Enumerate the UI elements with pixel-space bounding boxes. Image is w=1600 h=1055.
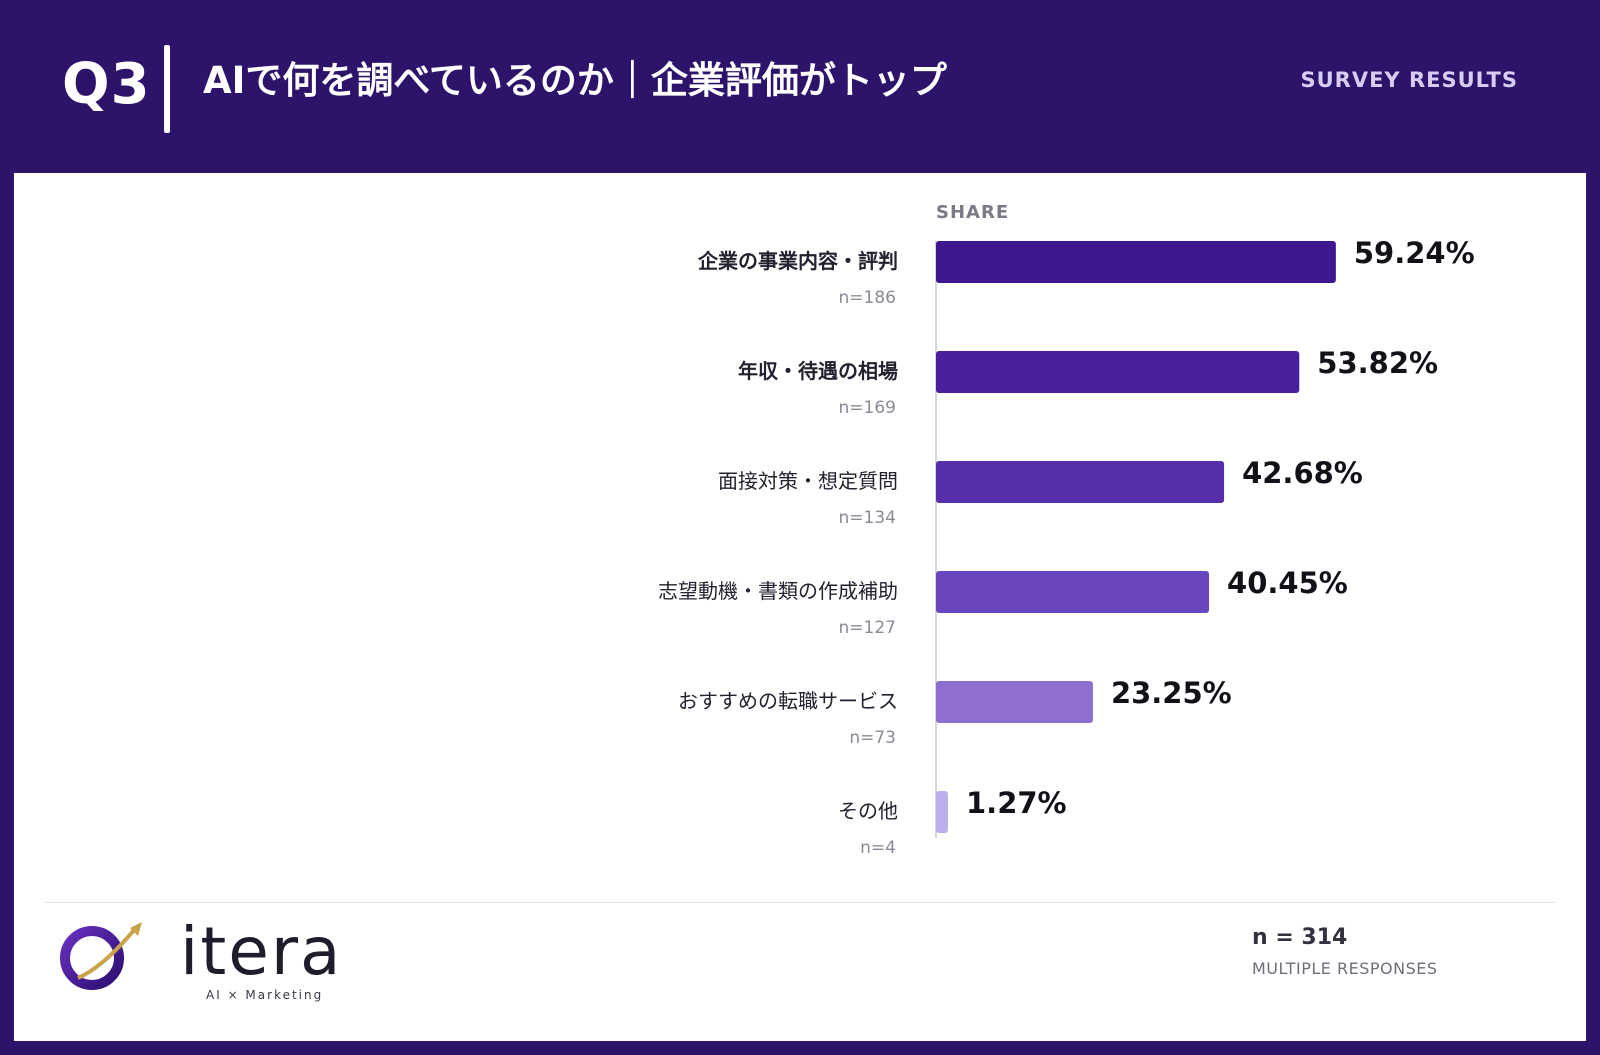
bar-2 <box>936 351 1300 393</box>
count-label-5: n=73 <box>849 728 896 748</box>
sample-size: n = 314 <box>1252 925 1348 950</box>
value-label-6: 1.27% <box>966 786 1067 820</box>
value-label-3: 42.68% <box>1242 456 1363 490</box>
category-label-4: 志望動機・書類の作成補助 <box>658 579 898 603</box>
value-label-5: 23.25% <box>1111 676 1232 710</box>
count-label-6: n=4 <box>860 838 896 858</box>
chart-card: SHARE 59.24% 企業の事業内容・評判 n=186 53.82% 年収・待遇の相… <box>14 173 1586 1041</box>
footer-divider <box>45 902 1555 903</box>
bar-1 <box>936 241 1336 283</box>
category-label-5: おすすめの転職サービス <box>678 689 898 713</box>
category-label-6: その他 <box>838 799 898 823</box>
header-divider <box>164 45 170 133</box>
count-label-4: n=127 <box>839 618 896 638</box>
survey-results-tag: SURVEY RESULTS <box>1300 68 1518 92</box>
bars-group: 59.24% 企業の事業内容・評判 n=186 53.82% 年収・待遇の相場 n=169… <box>658 236 1475 858</box>
bar-4 <box>936 571 1210 613</box>
bar-chart: SHARE 59.24% 企業の事業内容・評判 n=186 53.82% 年収・待遇の相… <box>658 202 1475 858</box>
brand-name: itera <box>180 913 343 990</box>
bar-6 <box>936 791 948 833</box>
value-label-2: 53.82% <box>1317 346 1438 380</box>
value-label-4: 40.45% <box>1227 566 1348 600</box>
count-label-2: n=169 <box>839 398 896 418</box>
category-label-1: 企業の事業内容・評判 <box>697 249 898 273</box>
multiple-responses-note: MULTIPLE RESPONSES <box>1252 959 1438 978</box>
count-label-3: n=134 <box>839 508 896 528</box>
brand-logo: itera AI × Marketing <box>56 913 356 1003</box>
share-column-label: SHARE <box>936 202 1009 223</box>
logo-mark-icon <box>60 922 142 990</box>
count-label-1: n=186 <box>839 288 896 308</box>
page-title: AIで何を調べているのか｜企業評価がトップ <box>203 59 947 102</box>
category-label-2: 年収・待遇の相場 <box>738 359 898 383</box>
brand-tagline: AI × Marketing <box>206 988 324 1002</box>
bar-5 <box>936 681 1093 723</box>
header: Q3 AIで何を調べているのか｜企業評価がトップ SURVEY RESULTS <box>0 0 1600 173</box>
value-label-1: 59.24% <box>1354 236 1475 270</box>
bar-3 <box>936 461 1225 503</box>
category-label-3: 面接対策・想定質問 <box>718 469 898 493</box>
question-number: Q3 <box>62 52 151 117</box>
